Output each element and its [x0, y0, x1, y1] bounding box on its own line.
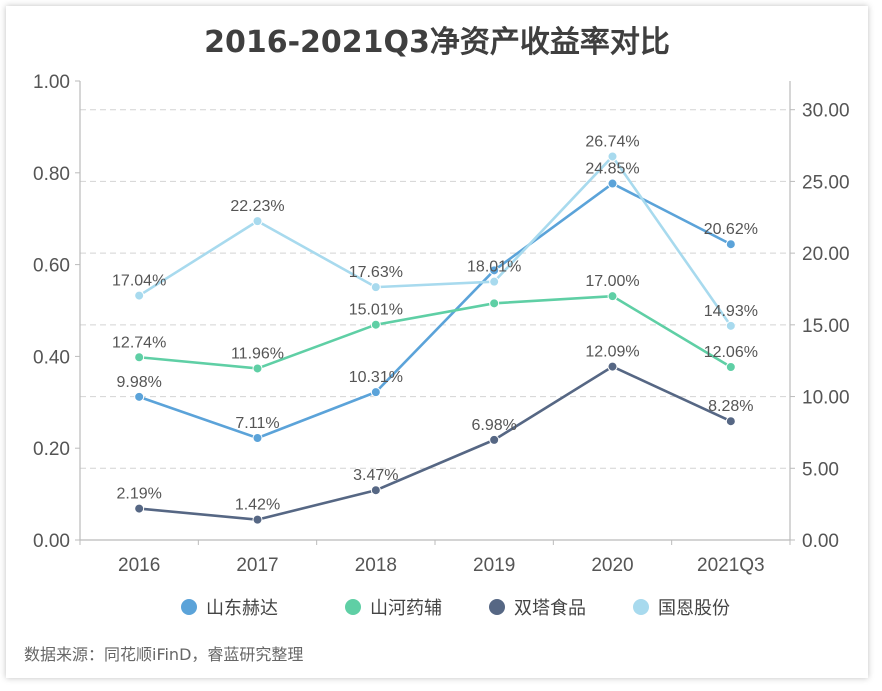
- data-point: [370, 282, 381, 293]
- data-point: [607, 151, 618, 162]
- data-label: 7.11%: [235, 415, 279, 432]
- legend-marker: [633, 599, 649, 615]
- data-label: 12.74%: [112, 334, 166, 351]
- data-point: [370, 319, 381, 330]
- series-line-4: [138, 155, 732, 327]
- data-point: [607, 361, 618, 372]
- data-point: [725, 239, 736, 250]
- data-label: 12.06%: [704, 344, 758, 361]
- data-point: [489, 276, 500, 287]
- data-label: 26.74%: [585, 133, 639, 150]
- data-point: [607, 178, 618, 189]
- legend-label: 山河药辅: [370, 598, 442, 619]
- left-tick-label: 1.00: [33, 72, 70, 93]
- data-point: [489, 298, 500, 309]
- left-tick-label: 0.20: [33, 439, 70, 460]
- series-line-1: [138, 182, 732, 440]
- right-tick-label: 10.00: [802, 388, 850, 409]
- right-tick-label: 5.00: [802, 459, 839, 480]
- x-tick-label: 2018: [355, 555, 397, 576]
- left-tick-label: 0.00: [33, 531, 70, 552]
- data-point: [252, 363, 263, 374]
- data-point: [725, 362, 736, 373]
- x-tick-label: 2017: [236, 555, 278, 576]
- data-point: [489, 265, 500, 276]
- data-point: [725, 416, 736, 427]
- data-labels: 9.98% 7.11% 10.31% 24.85% 20.62% 12.74% 11.96%…: [112, 133, 758, 513]
- chart-title: 2016-2021Q3净资产收益率对比: [204, 25, 670, 60]
- data-point: [134, 352, 145, 363]
- data-point: [489, 434, 500, 445]
- grid-lines: [80, 109, 790, 469]
- data-label: 1.42%: [235, 497, 280, 514]
- chart-card: 2016-2021Q3净资产收益率对比 0.00 0.20 0.40 0.60 0.80…: [6, 6, 868, 678]
- data-label: 2.19%: [116, 486, 161, 503]
- data-label: 18.01%: [467, 259, 521, 276]
- series-line-2: [139, 294, 732, 370]
- right-tick-label: 0.00: [802, 531, 839, 552]
- data-label: 10.31%: [349, 369, 403, 386]
- data-label: 20.62%: [704, 221, 758, 238]
- data-label: 8.28%: [708, 398, 753, 415]
- right-tick-label: 30.00: [802, 101, 850, 122]
- data-point: [134, 503, 145, 514]
- data-label: 24.85%: [585, 161, 639, 178]
- right-tick-label: 20.00: [802, 244, 850, 265]
- x-tick-label: 2019: [473, 555, 515, 576]
- data-point: [252, 216, 263, 227]
- roe-line-chart: 2016-2021Q3净资产收益率对比 0.00 0.20 0.40 0.60 0.80…: [24, 25, 850, 664]
- data-label: 17.04%: [112, 273, 166, 290]
- x-tick-label: 2021Q3: [697, 555, 765, 576]
- data-point: [252, 514, 263, 525]
- data-label: 17.00%: [585, 273, 639, 290]
- legend-marker: [345, 599, 361, 615]
- data-label: 3.47%: [353, 467, 398, 484]
- data-label: 6.98%: [471, 417, 516, 434]
- data-label: 14.93%: [704, 303, 758, 320]
- data-label: 9.98%: [116, 374, 161, 391]
- data-point: [725, 320, 736, 331]
- data-point: [370, 485, 381, 496]
- series-lines: [134, 151, 736, 525]
- legend-marker: [489, 599, 505, 615]
- left-tick-label: 0.40: [33, 347, 70, 368]
- x-tick-label: 2020: [591, 555, 633, 576]
- left-tick-label: 0.60: [33, 256, 70, 277]
- legend-label: 双塔食品: [514, 598, 586, 619]
- right-tick-label: 25.00: [802, 172, 850, 193]
- data-point: [607, 291, 618, 302]
- data-point: [134, 391, 145, 402]
- x-tick-label: 2016: [118, 555, 160, 576]
- legend-label: 国恩股份: [658, 598, 730, 619]
- data-point: [134, 290, 145, 301]
- left-tick-label: 0.80: [33, 164, 70, 185]
- legend: 山东赫达 山河药辅 双塔食品 国恩股份: [181, 598, 730, 619]
- data-label: 15.01%: [349, 302, 403, 319]
- data-label: 17.63%: [349, 264, 403, 281]
- data-label: 12.09%: [585, 344, 639, 361]
- right-tick-label: 15.00: [802, 316, 850, 337]
- data-point: [370, 387, 381, 398]
- data-point: [252, 433, 263, 444]
- axes: 0.00 0.20 0.40 0.60 0.80 1.00 0.00 5.00 10.00 15.…: [33, 72, 850, 576]
- legend-label: 山东赫达: [206, 598, 278, 619]
- data-label: 22.23%: [230, 198, 284, 215]
- series-line-3: [139, 365, 732, 521]
- legend-marker: [181, 599, 197, 615]
- source-note: 数据来源：同花顺iFinD，睿蓝研究整理: [24, 645, 303, 664]
- data-label: 11.96%: [231, 345, 284, 362]
